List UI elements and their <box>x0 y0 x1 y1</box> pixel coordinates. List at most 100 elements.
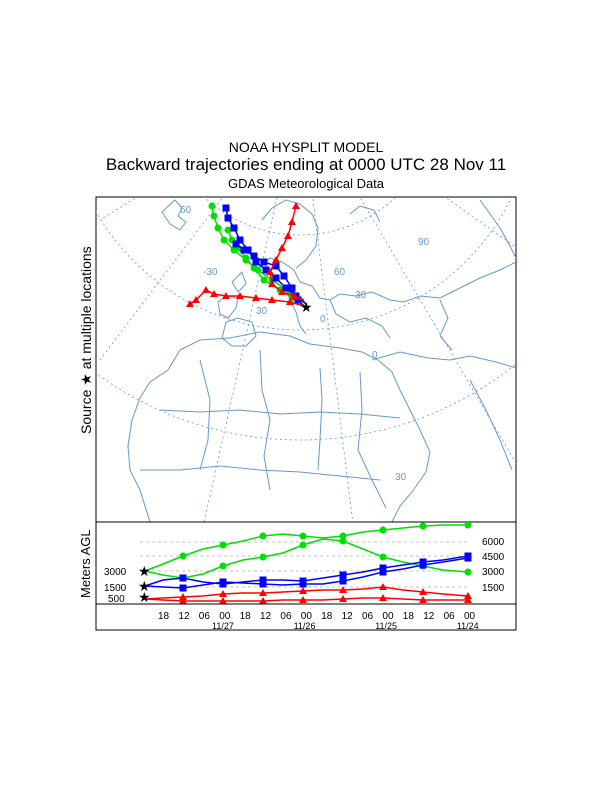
grid-label: 30 <box>395 472 407 483</box>
altitude-marker <box>179 574 187 582</box>
met-data-label: GDAS Meteorological Data <box>227 176 385 191</box>
right-level-labels: 6000 4500 3000 1500 <box>482 537 505 594</box>
time-axis-frame <box>95 603 517 631</box>
trajectory-marker <box>222 204 230 212</box>
level-label: 1500 <box>482 583 505 594</box>
trajectory-marker <box>288 284 296 292</box>
hour-tick-label: 00 <box>464 611 476 622</box>
altitude-marker <box>464 522 472 529</box>
hour-tick-label: 18 <box>403 611 415 622</box>
altitude-marker <box>219 597 227 604</box>
altitude-marker <box>179 597 187 604</box>
hour-tick-label: 00 <box>301 611 313 622</box>
altitude-marker <box>179 584 187 592</box>
date-tick-label: 11/26 <box>294 621 316 631</box>
model-title: NOAA HYSPLIT MODEL <box>228 139 384 155</box>
altitude-marker <box>419 561 427 569</box>
altitude-marker <box>464 596 472 603</box>
trajectory-marker <box>222 292 230 299</box>
trajectory-path <box>211 205 306 303</box>
trajectory-marker <box>224 226 232 234</box>
trajectory-marker <box>224 214 232 222</box>
level-label: 3000 <box>104 567 127 578</box>
trajectory-marker <box>230 224 238 232</box>
hour-tick-label: 18 <box>321 611 333 622</box>
altitude-marker <box>339 577 347 585</box>
level-label: 3000 <box>482 567 505 578</box>
trajectory-marker <box>236 292 244 299</box>
altitude-marker <box>219 590 227 597</box>
trajectory-marker <box>272 262 280 270</box>
trajectory-marker <box>284 232 292 239</box>
altitude-marker <box>419 596 427 603</box>
altitude-marker <box>259 597 267 604</box>
altitude-marker <box>339 532 347 540</box>
source-location-star-icon: ★ <box>300 299 313 315</box>
source-star-icon: ★ <box>138 589 151 605</box>
grid-label: -30 <box>203 267 218 278</box>
date-tick-label: 11/24 <box>457 621 479 631</box>
trajectory-marker <box>278 288 286 295</box>
trajectory-marker <box>236 236 244 244</box>
trajectory-marker <box>186 300 194 307</box>
level-label: 500 <box>108 594 125 605</box>
hour-tick-label: 00 <box>382 611 394 622</box>
trajectory-marker <box>294 296 302 304</box>
trajectory-marker <box>266 268 274 275</box>
trajectory-marker <box>192 296 200 303</box>
coastlines <box>127 199 516 522</box>
altitude-trajectories <box>144 522 472 604</box>
altitude-marker <box>464 554 472 562</box>
trajectory-marker <box>282 284 290 292</box>
grid-label: 30 <box>355 290 367 301</box>
altitude-marker <box>219 541 227 549</box>
altitude-marker <box>339 537 347 545</box>
level-label: 4500 <box>482 552 505 563</box>
altitude-marker <box>379 568 387 576</box>
trajectory-marker <box>250 252 258 260</box>
hour-tick-label: 12 <box>342 611 354 622</box>
map-trajectories: ★ <box>186 202 313 315</box>
trajectory-marker <box>262 266 270 274</box>
altitude-marker <box>419 588 427 595</box>
altitude-marker <box>379 553 387 561</box>
map-panel: 60 90 -30 60 30 30 0 0 30 ★ <box>95 196 517 523</box>
trajectory-marker <box>280 272 288 280</box>
altitude-marker <box>179 593 187 600</box>
hour-tick-label: 18 <box>158 611 170 622</box>
grid-label: 30 <box>256 306 268 317</box>
trajectory-marker <box>240 246 248 254</box>
trajectory-marker <box>202 286 210 293</box>
trajectory-marker <box>272 274 280 282</box>
trajectory-marker <box>252 258 260 266</box>
trajectory-marker <box>250 264 258 272</box>
altitude-marker <box>299 587 307 594</box>
altitude-marker <box>219 578 227 586</box>
hour-tick-label: 06 <box>362 611 374 622</box>
altitude-marker <box>379 564 387 572</box>
left-level-labels: 3000 1500 500 <box>104 567 127 605</box>
time-axis: 18 12 06 00 18 12 06 00 18 12 06 00 18 12 06 00 11/27 11… <box>95 603 517 631</box>
trajectory-marker <box>210 290 218 297</box>
altitude-marker <box>259 589 267 596</box>
trajectory-marker <box>214 224 222 232</box>
trajectory-marker <box>232 240 240 248</box>
date-tick-label: 11/25 <box>375 621 397 631</box>
trajectory-marker <box>292 202 300 209</box>
trajectory-marker <box>252 294 260 301</box>
trajectory-marker <box>260 276 268 284</box>
grid-label: 90 <box>418 237 430 248</box>
trajectory-marker <box>220 236 228 244</box>
trajectory-marker <box>210 212 218 220</box>
level-label: 6000 <box>482 537 505 548</box>
altitude-marker <box>339 595 347 602</box>
hour-tick-label: 00 <box>219 611 231 622</box>
altitude-marker <box>464 568 472 576</box>
source-star-icon: ★ <box>138 578 151 594</box>
trajectory-marker <box>260 258 268 266</box>
trajectory-marker <box>272 256 280 263</box>
altitude-marker <box>339 571 347 579</box>
grid-label: 60 <box>334 267 346 278</box>
grid-labels: 60 90 -30 60 30 30 0 0 30 <box>180 205 430 483</box>
